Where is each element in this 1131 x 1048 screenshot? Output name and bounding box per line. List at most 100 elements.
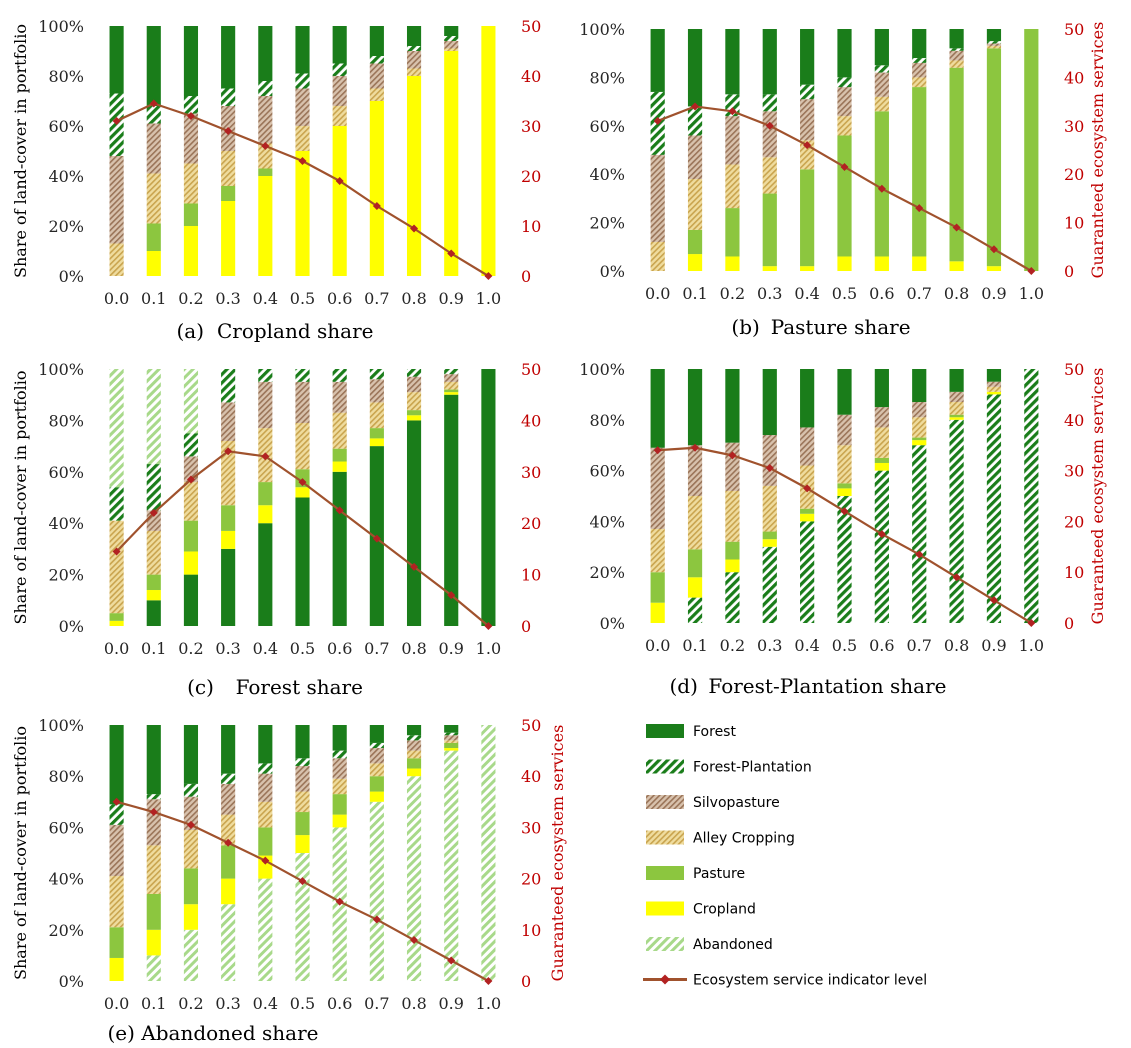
bar-cropland [912,440,927,446]
bar-cropland [183,551,199,575]
bar-forest-plantation [406,369,422,377]
bar-pasture [332,448,347,462]
bar-abandoned [221,904,236,981]
bar-cropland [986,266,1002,271]
chart-panel-4: 0% 20% 40% 60% 80% 100% 0 10 20 30 40 50 0.0 0.1 0.2 0.… [579,360,1107,698]
x-tick-label: 0.6 [327,639,352,658]
bar-alley-cropping [369,402,384,429]
bar-pasture [146,574,161,591]
bar-forest-plantation [444,369,459,375]
bar-cropland [444,392,459,395]
y-tick-label: 40% [48,870,84,889]
x-tick-label: 0.3 [215,994,240,1013]
bar-forest [258,26,273,81]
bar-forest [146,725,161,795]
bar-silvopasture [762,111,777,158]
bar-forest [687,29,703,107]
bar-forest [221,725,236,774]
line-marker [840,507,849,516]
y2-tick-label: 0 [521,617,531,636]
bar-forest [444,26,459,36]
y2-tick-label: 10 [521,921,541,940]
line-marker [765,121,774,130]
x-tick-label: 0.7 [907,636,932,655]
bar-pasture [109,613,124,621]
y-tick-label: 60% [48,463,84,482]
bar-forest [332,471,347,626]
bar-alley-cropping [725,490,740,542]
x-tick-label: 0.1 [141,289,166,308]
y-tick-label: 100% [38,360,84,379]
chart-panel-5: 0% 20% 40% 60% 80% 100% 0 10 20 30 40 50 0.0 0.1 0.2 0.… [11,716,567,1045]
bar-silvopasture [406,740,422,751]
y-tick-label: 80% [48,67,84,86]
y-tick-label: 80% [589,68,625,87]
bar-silvopasture [837,87,852,117]
bar-abandoned [444,750,459,981]
y-tick-label: 80% [48,767,84,786]
bar-alley-cropping [650,241,665,271]
y-tick-label: 20% [48,217,84,236]
x-tick-label: 0.0 [104,994,129,1013]
bar-alley-cropping [146,530,161,575]
legend: Forest Forest-Plantation Silvopasture Alley… [643,724,927,989]
line-marker [728,451,737,460]
bar-alley-cropping [369,763,384,777]
y-tick-label: 20% [48,566,84,585]
y2-axis-label: Guaranteed ecosystem services [1088,22,1107,279]
x-tick-label: 0.8 [401,289,426,308]
y2-tick-label: 50 [1064,20,1084,39]
bar-silvopasture [762,435,777,486]
panel-caption: (e) Abandoned share [107,1021,318,1045]
bar-forest-plantation [258,81,273,96]
bar-forest [369,725,384,743]
line-marker [224,127,233,135]
bar-forest [406,26,422,46]
y2-tick-label: 20 [521,167,541,186]
x-tick-label: 1.0 [1019,284,1044,303]
line-marker [484,622,493,630]
x-tick-label: 0.5 [290,639,315,658]
line-marker [915,550,924,559]
bar-cropland [295,151,310,276]
bar-silvopasture [221,402,236,441]
bar-forest-plantation [406,735,422,741]
line-marker [447,591,456,600]
bar-alley-cropping [406,750,422,759]
bar-abandoned [406,776,422,981]
bar-alley-cropping [444,740,459,743]
y2-tick-label: 0 [521,267,531,286]
bar-cropland [258,176,273,276]
bar-forest [800,29,815,85]
bar-forest-plantation [369,369,384,380]
line-marker [261,142,270,150]
bar-cropland [406,768,422,777]
bar-silvopasture [332,76,347,106]
bar-cropland [481,26,496,276]
y-tick-label: 20% [589,563,625,582]
line-marker [112,797,121,806]
line-marker [149,808,158,817]
bar-silvopasture [874,72,889,97]
bar-alley-cropping [912,417,927,438]
bar-abandoned [369,801,384,981]
bar-abandoned [481,725,496,981]
line-marker [484,977,493,985]
bar-abandoned [146,955,161,981]
y-axis-label: Share of land-cover in portfolio [11,726,30,980]
bar-silvopasture [258,773,273,802]
bar-pasture [146,893,161,930]
bar-pasture [221,186,236,201]
bar-forest [295,497,310,626]
x-tick-label: 0.5 [290,289,315,308]
bar-forest [369,26,384,56]
bar-alley-cropping [332,412,347,449]
x-tick-label: 0.8 [401,639,426,658]
x-tick-label: 0.7 [364,289,389,308]
bar-cropland [369,791,384,802]
bar-cropland [146,251,161,276]
y-tick-label: 0% [59,617,84,636]
y2-tick-label: 20 [521,514,541,533]
bar-silvopasture [183,113,199,164]
line-marker [691,443,700,452]
